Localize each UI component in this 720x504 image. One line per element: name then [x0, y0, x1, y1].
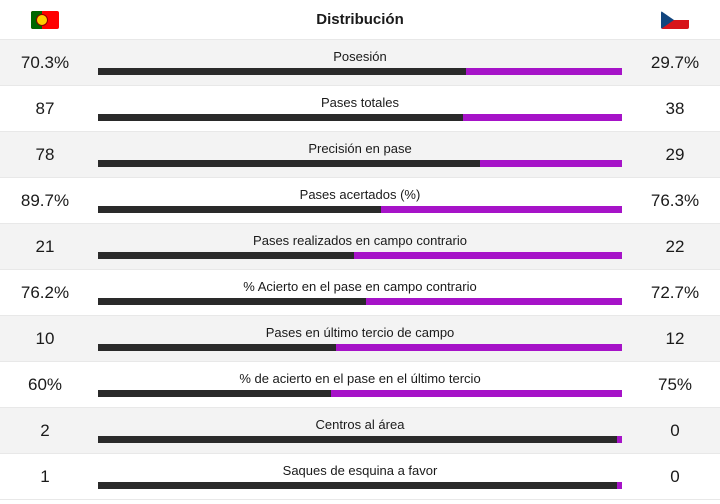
team-a-bar-segment [98, 482, 617, 489]
team-a-bar-segment [98, 298, 366, 305]
team-b-bar-segment [381, 206, 622, 213]
stat-mid: Pases totales [90, 86, 630, 131]
stat-label: Pases totales [98, 95, 622, 110]
team-b-value: 29 [630, 132, 720, 177]
stat-mid: Precisión en pase [90, 132, 630, 177]
stat-mid: Posesión [90, 40, 630, 85]
stat-row: 76.2% % Acierto en el pase en campo contr… [0, 270, 720, 316]
team-b-value: 72.7% [630, 270, 720, 315]
stat-label: Pases realizados en campo contrario [98, 233, 622, 248]
stat-bar [98, 114, 622, 121]
team-b-value: 76.3% [630, 178, 720, 223]
section-title: Distribución [90, 11, 630, 28]
team-a-value: 2 [0, 408, 90, 453]
team-a-value: 89.7% [0, 178, 90, 223]
team-b-flag-cell [630, 11, 720, 29]
stat-label: Posesión [98, 49, 622, 64]
team-b-value: 38 [630, 86, 720, 131]
team-a-bar-segment [98, 206, 381, 213]
team-b-value: 0 [630, 454, 720, 499]
stat-mid: Pases acertados (%) [90, 178, 630, 223]
stat-row: 10 Pases en último tercio de campo 12 [0, 316, 720, 362]
stat-mid: % de acierto en el pase en el último ter… [90, 362, 630, 407]
team-a-value: 78 [0, 132, 90, 177]
team-a-value: 60% [0, 362, 90, 407]
team-b-value: 12 [630, 316, 720, 361]
team-b-bar-segment [366, 298, 622, 305]
team-a-value: 76.2% [0, 270, 90, 315]
stat-row: 87 Pases totales 38 [0, 86, 720, 132]
stat-label: Saques de esquina a favor [98, 463, 622, 478]
team-a-bar-segment [98, 436, 617, 443]
team-b-value: 22 [630, 224, 720, 269]
team-b-bar-segment [617, 436, 622, 443]
stat-bar [98, 252, 622, 259]
team-a-value: 1 [0, 454, 90, 499]
czech-flag-icon [661, 11, 689, 29]
stat-bar [98, 390, 622, 397]
team-b-bar-segment [354, 252, 622, 259]
stats-distribution-panel: Distribución 70.3% Posesión 29.7% 87 Pases t… [0, 0, 720, 500]
stat-label: % de acierto en el pase en el último ter… [98, 371, 622, 386]
team-b-value: 0 [630, 408, 720, 453]
team-b-bar-segment [466, 68, 622, 75]
stat-row: 2 Centros al área 0 [0, 408, 720, 454]
team-a-value: 87 [0, 86, 90, 131]
stat-mid: Pases realizados en campo contrario [90, 224, 630, 269]
stat-bar [98, 160, 622, 167]
stat-label: Pases acertados (%) [98, 187, 622, 202]
stat-bar [98, 206, 622, 213]
team-b-bar-segment [480, 160, 622, 167]
stat-row: 21 Pases realizados en campo contrario 22 [0, 224, 720, 270]
stat-mid: Pases en último tercio de campo [90, 316, 630, 361]
stat-mid: Saques de esquina a favor [90, 454, 630, 499]
team-a-value: 21 [0, 224, 90, 269]
stats-header: Distribución [0, 0, 720, 40]
stat-row: 1 Saques de esquina a favor 0 [0, 454, 720, 500]
team-a-bar-segment [98, 252, 354, 259]
stat-label: Pases en último tercio de campo [98, 325, 622, 340]
stat-mid: % Acierto en el pase en campo contrario [90, 270, 630, 315]
team-b-bar-segment [336, 344, 622, 351]
team-b-bar-segment [617, 482, 622, 489]
team-a-flag-cell [0, 11, 90, 29]
stats-rows: 70.3% Posesión 29.7% 87 Pases totales 38 78 Pre… [0, 40, 720, 500]
team-a-bar-segment [98, 68, 466, 75]
team-b-value: 29.7% [630, 40, 720, 85]
stat-row: 89.7% Pases acertados (%) 76.3% [0, 178, 720, 224]
stat-row: 70.3% Posesión 29.7% [0, 40, 720, 86]
stat-mid: Centros al área [90, 408, 630, 453]
team-a-value: 70.3% [0, 40, 90, 85]
stat-bar [98, 482, 622, 489]
team-a-bar-segment [98, 390, 331, 397]
stat-bar [98, 298, 622, 305]
stat-label: Precisión en pase [98, 141, 622, 156]
team-b-value: 75% [630, 362, 720, 407]
team-a-bar-segment [98, 114, 463, 121]
portugal-flag-icon [31, 11, 59, 29]
stat-bar [98, 344, 622, 351]
team-a-bar-segment [98, 344, 336, 351]
team-a-value: 10 [0, 316, 90, 361]
stat-bar [98, 68, 622, 75]
team-a-bar-segment [98, 160, 480, 167]
team-b-bar-segment [463, 114, 622, 121]
stat-label: % Acierto en el pase en campo contrario [98, 279, 622, 294]
stat-bar [98, 436, 622, 443]
team-b-bar-segment [331, 390, 622, 397]
stat-label: Centros al área [98, 417, 622, 432]
stat-row: 60% % de acierto en el pase en el último … [0, 362, 720, 408]
stat-row: 78 Precisión en pase 29 [0, 132, 720, 178]
